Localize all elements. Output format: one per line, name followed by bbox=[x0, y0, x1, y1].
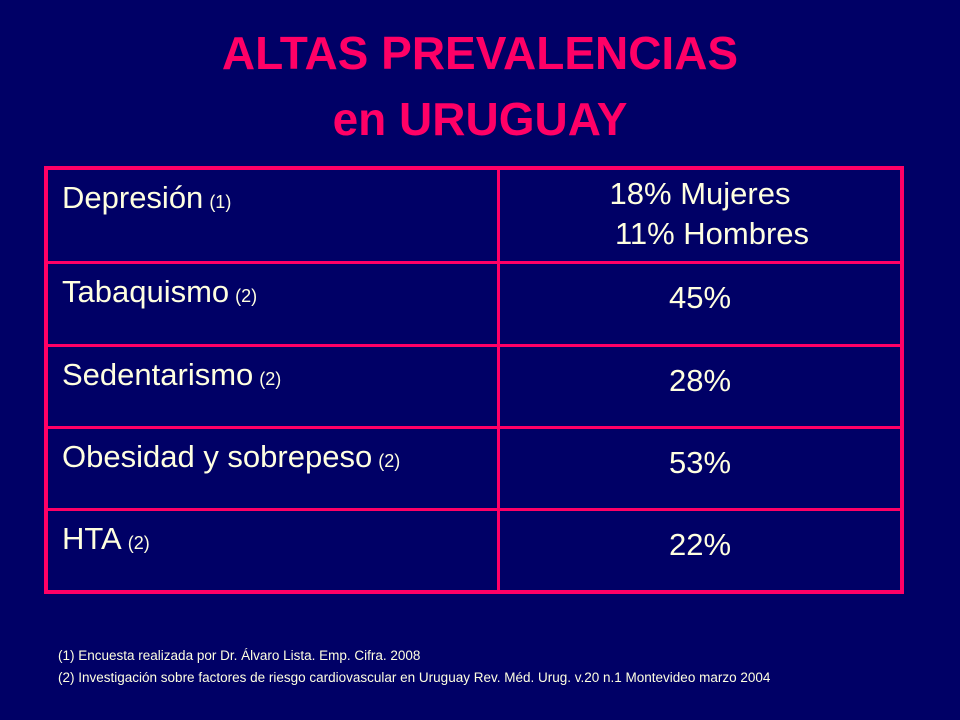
table-row: Obesidad y sobrepeso (2) 53% bbox=[48, 429, 900, 511]
row-value: 11% Hombres bbox=[614, 216, 810, 251]
footnote-2: (2) Investigación sobre factores de ries… bbox=[58, 670, 771, 685]
prevalence-table: Depresión (1) 18% Mujeres 11% Hombres Tab… bbox=[44, 166, 904, 594]
row-value: 18% Mujeres bbox=[609, 176, 791, 211]
row-value: 53% bbox=[668, 445, 732, 480]
row-value: 45% bbox=[668, 280, 732, 315]
table-row: Tabaquismo (2) 45% bbox=[48, 264, 900, 347]
row-label: Obesidad y sobrepeso bbox=[62, 439, 373, 474]
row-label-cell: Obesidad y sobrepeso (2) bbox=[48, 429, 500, 508]
row-label-cell: HTA (2) bbox=[48, 511, 500, 590]
table-row: HTA (2) 22% bbox=[48, 511, 900, 590]
slide-title-line-2: en URUGUAY bbox=[332, 93, 628, 145]
row-label: Tabaquismo bbox=[62, 274, 230, 309]
table-row: Sedentarismo (2) 28% bbox=[48, 347, 900, 429]
row-ref: (2) bbox=[127, 533, 150, 553]
row-label: Depresión bbox=[62, 180, 204, 215]
row-label: HTA bbox=[62, 521, 122, 556]
row-label-cell: Depresión (1) bbox=[48, 170, 500, 261]
row-value-cell: 18% Mujeres 11% Hombres bbox=[500, 170, 900, 261]
row-value-cell: 22% bbox=[500, 511, 900, 590]
row-ref: (2) bbox=[378, 451, 401, 471]
row-ref: (1) bbox=[209, 192, 232, 212]
row-value-cell: 53% bbox=[500, 429, 900, 508]
row-label-cell: Sedentarismo (2) bbox=[48, 347, 500, 426]
table-row: Depresión (1) 18% Mujeres 11% Hombres bbox=[48, 170, 900, 264]
footnotes: (1) Encuesta realizada por Dr. Álvaro Li… bbox=[58, 645, 770, 689]
row-value: 22% bbox=[668, 527, 732, 562]
row-label-cell: Tabaquismo (2) bbox=[48, 264, 500, 344]
row-label: Sedentarismo bbox=[62, 357, 254, 392]
row-value-cell: 28% bbox=[500, 347, 900, 426]
row-ref: (2) bbox=[235, 286, 258, 306]
row-value-cell: 45% bbox=[500, 264, 900, 344]
footnote-1: (1) Encuesta realizada por Dr. Álvaro Li… bbox=[58, 648, 421, 663]
row-ref: (2) bbox=[259, 369, 282, 389]
slide-title-line-1: ALTAS PREVALENCIAS bbox=[221, 27, 739, 79]
row-value: 28% bbox=[668, 363, 732, 398]
